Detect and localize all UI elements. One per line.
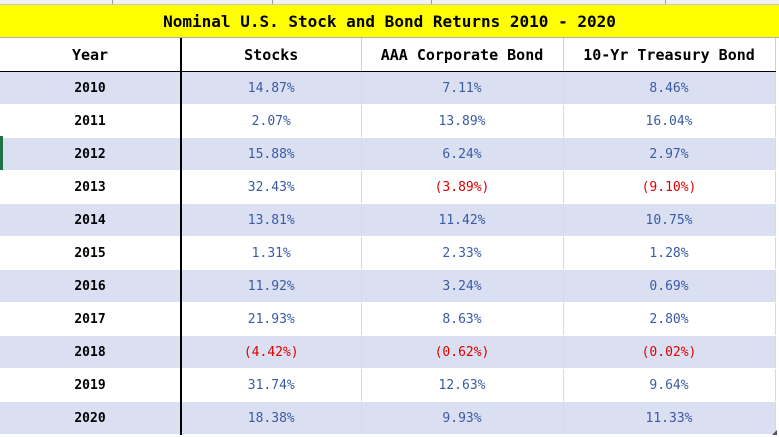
- stocks-cell[interactable]: 13.81%: [181, 203, 362, 237]
- year-cell[interactable]: 2011: [0, 104, 182, 138]
- stocks-cell[interactable]: 2.07%: [181, 104, 362, 138]
- treasury-bond-cell[interactable]: 16.04%: [563, 104, 776, 138]
- stocks-header[interactable]: Stocks: [181, 38, 362, 72]
- corporate-bond-cell[interactable]: 11.42%: [361, 203, 564, 237]
- table-row: 2017 21.93% 8.63% 2.80%: [0, 302, 776, 336]
- stocks-cell[interactable]: 21.93%: [181, 302, 362, 336]
- corporate-bond-cell[interactable]: (0.62%): [361, 335, 564, 369]
- stocks-cell[interactable]: 1.31%: [181, 236, 362, 270]
- treasury-bond-cell[interactable]: 11.33%: [563, 401, 776, 435]
- year-cell[interactable]: 2013: [0, 170, 182, 204]
- corporate-bond-cell[interactable]: 7.11%: [361, 71, 564, 105]
- stocks-cell[interactable]: 14.87%: [181, 71, 362, 105]
- stocks-cell[interactable]: 18.38%: [181, 401, 362, 435]
- year-cell[interactable]: 2014: [0, 203, 182, 237]
- table-title[interactable]: Nominal U.S. Stock and Bond Returns 2010…: [0, 5, 779, 38]
- year-cell[interactable]: 2019: [0, 368, 182, 402]
- table-row: 2016 11.92% 3.24% 0.69%: [0, 269, 776, 303]
- resize-corner[interactable]: [772, 430, 777, 435]
- table-row: 2015 1.31% 2.33% 1.28%: [0, 236, 776, 270]
- returns-table: Year Stocks AAA Corporate Bond 10-Yr Tre…: [0, 38, 776, 435]
- year-cell[interactable]: 2012: [0, 137, 182, 171]
- treasury-bond-cell[interactable]: 10.75%: [563, 203, 776, 237]
- table-row: 2019 31.74% 12.63% 9.64%: [0, 368, 776, 402]
- stocks-cell[interactable]: (4.42%): [181, 335, 362, 369]
- treasury-bond-cell[interactable]: 2.80%: [563, 302, 776, 336]
- year-cell[interactable]: 2016: [0, 269, 182, 303]
- treasury-bond-cell[interactable]: (0.02%): [563, 335, 776, 369]
- treasury-bond-header[interactable]: 10-Yr Treasury Bond: [563, 38, 776, 72]
- corporate-bond-header[interactable]: AAA Corporate Bond: [361, 38, 564, 72]
- column-header-strip: [0, 0, 779, 5]
- year-header[interactable]: Year: [0, 38, 182, 72]
- year-cell[interactable]: 2020: [0, 401, 182, 435]
- stocks-cell[interactable]: 15.88%: [181, 137, 362, 171]
- corporate-bond-cell[interactable]: (3.89%): [361, 170, 564, 204]
- table-row: 2018 (4.42%) (0.62%) (0.02%): [0, 335, 776, 369]
- treasury-bond-cell[interactable]: 2.97%: [563, 137, 776, 171]
- corporate-bond-cell[interactable]: 9.93%: [361, 401, 564, 435]
- treasury-bond-cell[interactable]: 8.46%: [563, 71, 776, 105]
- corporate-bond-cell[interactable]: 6.24%: [361, 137, 564, 171]
- stocks-cell[interactable]: 31.74%: [181, 368, 362, 402]
- year-cell[interactable]: 2018: [0, 335, 182, 369]
- corporate-bond-cell[interactable]: 12.63%: [361, 368, 564, 402]
- treasury-bond-cell[interactable]: 9.64%: [563, 368, 776, 402]
- header-row: Year Stocks AAA Corporate Bond 10-Yr Tre…: [0, 38, 776, 72]
- table-row: 2014 13.81% 11.42% 10.75%: [0, 203, 776, 237]
- corporate-bond-cell[interactable]: 3.24%: [361, 269, 564, 303]
- stocks-cell[interactable]: 11.92%: [181, 269, 362, 303]
- year-cell[interactable]: 2015: [0, 236, 182, 270]
- treasury-bond-cell[interactable]: (9.10%): [563, 170, 776, 204]
- table-row: 2011 2.07% 13.89% 16.04%: [0, 104, 776, 138]
- table-row: 2020 18.38% 9.93% 11.33%: [0, 401, 776, 435]
- corporate-bond-cell[interactable]: 13.89%: [361, 104, 564, 138]
- year-cell[interactable]: 2010: [0, 71, 182, 105]
- year-cell[interactable]: 2017: [0, 302, 182, 336]
- table-row: 2010 14.87% 7.11% 8.46%: [0, 71, 776, 105]
- table-row: 2013 32.43% (3.89%) (9.10%): [0, 170, 776, 204]
- corporate-bond-cell[interactable]: 2.33%: [361, 236, 564, 270]
- treasury-bond-cell[interactable]: 0.69%: [563, 269, 776, 303]
- treasury-bond-cell[interactable]: 1.28%: [563, 236, 776, 270]
- corporate-bond-cell[interactable]: 8.63%: [361, 302, 564, 336]
- selected-row-marker: [0, 136, 3, 170]
- table-body: 2010 14.87% 7.11% 8.46% 2011 2.07% 13.89% 16.04…: [0, 71, 776, 435]
- stocks-cell[interactable]: 32.43%: [181, 170, 362, 204]
- table-row: 2012 15.88% 6.24% 2.97%: [0, 137, 776, 171]
